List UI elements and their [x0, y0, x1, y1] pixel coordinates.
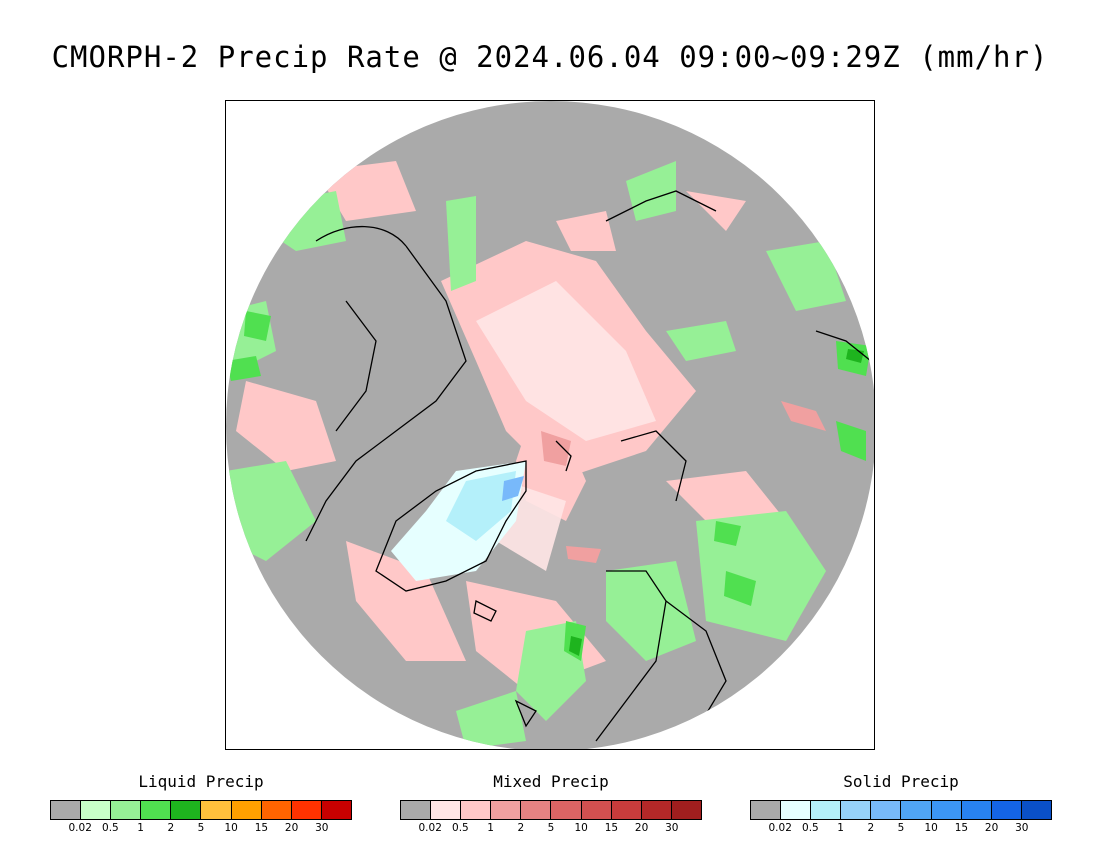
- legend-tick-label: 20: [634, 822, 649, 834]
- legend-tick-label: 0.02: [418, 822, 442, 834]
- legend-tick-labels: 0.02 0.5 1 2 5 10 15 20 30: [400, 822, 702, 836]
- legend-tick-label: 0.5: [452, 822, 469, 834]
- legend-tick-label: 2: [867, 822, 875, 834]
- legend-swatch: [141, 801, 172, 819]
- legend-swatch: [201, 801, 232, 819]
- legend-tick-label: 30: [1015, 822, 1029, 834]
- legend-swatch: [491, 801, 522, 819]
- legend-liquid-precip: Liquid Precip 0.02 0.5 1 2 5 10 15 20 30: [50, 772, 352, 836]
- legend-tick-labels: 0.02 0.5 1 2 5 10 15 20 30: [750, 822, 1052, 836]
- legend-swatch: [321, 801, 351, 819]
- legend-swatch: [841, 801, 872, 819]
- legend-tick-label: 10: [574, 822, 588, 834]
- legend-swatch: [931, 801, 962, 819]
- legend-swatch: [871, 801, 902, 819]
- legend-swatch: [781, 801, 812, 819]
- legend-tick-label: 0.5: [802, 822, 819, 834]
- legend-tick-label: 15: [954, 822, 969, 834]
- legend-swatch: [811, 801, 842, 819]
- legend-tick-label: 1: [837, 822, 844, 834]
- legend-tick-label: 1: [487, 822, 494, 834]
- legend-tick-label: 30: [315, 822, 329, 834]
- legend-swatch: [521, 801, 552, 819]
- legend-mixed-precip: Mixed Precip 0.02 0.5 1 2 5 10 15 20 30: [400, 772, 702, 836]
- legend-tick-label: 0.02: [68, 822, 92, 834]
- liquid-precip-moderate-areas: [226, 311, 871, 661]
- legend-tick-label: 10: [224, 822, 238, 834]
- legend-swatch: [291, 801, 322, 819]
- legend-title: Solid Precip: [843, 772, 959, 791]
- legend-tick-label: 0.02: [768, 822, 792, 834]
- legend-swatch: [751, 801, 782, 819]
- legend-tick-label: 2: [517, 822, 525, 834]
- legend-tick-label: 0.5: [102, 822, 119, 834]
- legend-swatch: [51, 801, 82, 819]
- legend-tick-label: 15: [604, 822, 619, 834]
- legend-swatch: [261, 801, 292, 819]
- legend-swatch: [461, 801, 492, 819]
- precip-map: [225, 100, 875, 750]
- legend-swatch: [581, 801, 612, 819]
- legend-tick-labels: 0.02 0.5 1 2 5 10 15 20 30: [50, 822, 352, 836]
- legend-tick-label: 5: [897, 822, 905, 834]
- legend-tick-label: 30: [665, 822, 679, 834]
- map-title: CMORPH-2 Precip Rate @ 2024.06.04 09:00~…: [51, 40, 1049, 74]
- legend-tick-label: 10: [924, 822, 938, 834]
- legend-swatch: [641, 801, 672, 819]
- legend-solid-precip: Solid Precip 0.02 0.5 1 2 5 10 15 20 30: [750, 772, 1052, 836]
- legend-swatch: [671, 801, 701, 819]
- legend-tick-label: 5: [547, 822, 555, 834]
- legend-title: Mixed Precip: [493, 772, 609, 791]
- legend-swatch: [111, 801, 142, 819]
- legend-tick-label: 2: [167, 822, 175, 834]
- legend-swatch: [991, 801, 1022, 819]
- legend-swatch: [611, 801, 642, 819]
- legend-tick-label: 1: [137, 822, 144, 834]
- legend-tick-label: 20: [284, 822, 299, 834]
- solid-precip-light-areas: [446, 471, 516, 541]
- legend-swatch: [231, 801, 262, 819]
- legend-tick-label: 5: [197, 822, 205, 834]
- legend-colorbar: [50, 800, 352, 820]
- legend-colorbar: [750, 800, 1052, 820]
- legend-title: Liquid Precip: [138, 772, 264, 791]
- legend-swatch: [901, 801, 932, 819]
- legend-swatch: [81, 801, 112, 819]
- legend-swatch: [401, 801, 432, 819]
- mixed-precip-moderate-areas: [541, 401, 826, 563]
- legend-tick-label: 20: [984, 822, 999, 834]
- legend-swatch: [551, 801, 582, 819]
- legend-swatch: [431, 801, 462, 819]
- legend-swatch: [1021, 801, 1051, 819]
- legend-tick-label: 15: [254, 822, 269, 834]
- legend-swatch: [961, 801, 992, 819]
- legend-colorbar: [400, 800, 702, 820]
- solid-precip-moderate-areas: [502, 476, 524, 501]
- coastlines: [305, 130, 872, 742]
- legend-swatch: [171, 801, 202, 819]
